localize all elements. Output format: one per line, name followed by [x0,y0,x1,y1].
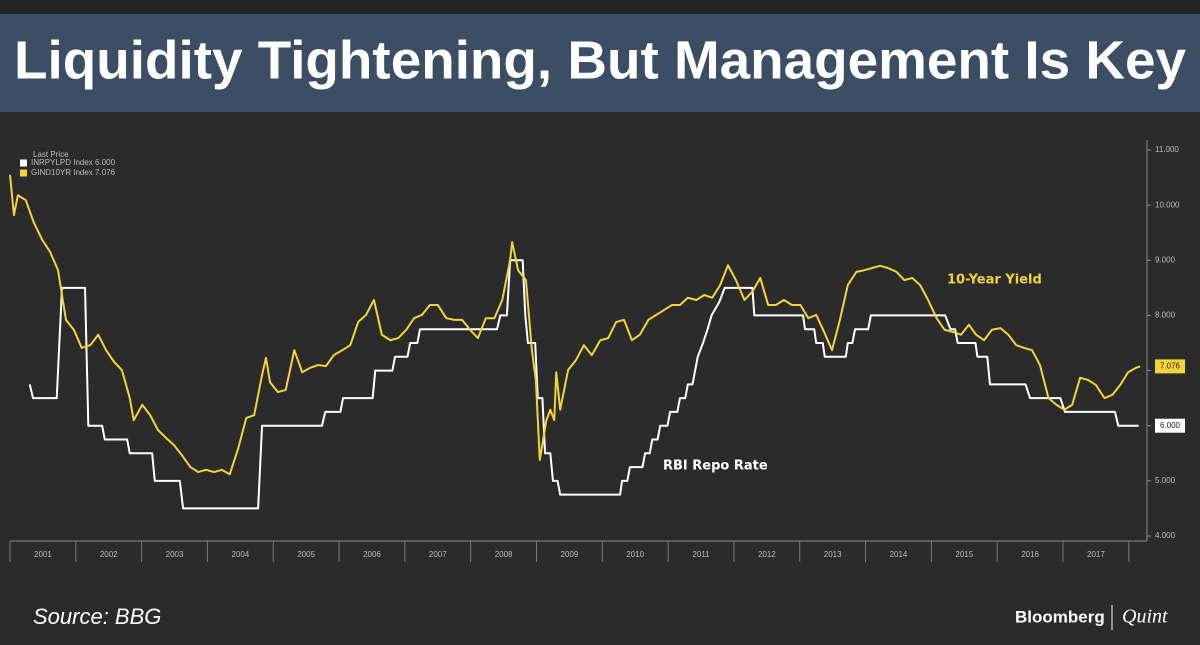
annotation: 10-Year Yield [947,273,1042,288]
legend-label: GIND10YR Index 7.076 [31,168,116,177]
x-tick-label: 2006 [363,550,381,559]
brand: Bloomberg [1015,607,1105,626]
chart-title: Liquidity Tightening, But Management Is … [14,30,1186,90]
x-tick-label: 2012 [758,550,776,559]
x-tick-label: 2009 [561,550,579,559]
brand: Quint [1122,606,1168,628]
x-tick-label: 2011 [692,550,710,559]
annotation: RBI Repo Rate [663,459,768,474]
end-value-badge [1155,359,1185,374]
end-value-label: 7.076 [1160,361,1181,370]
end-value-label: 6.000 [1160,421,1181,430]
series-line [28,259,1139,510]
x-tick-label: 2004 [231,550,249,559]
legend-swatch [20,159,27,167]
y-tick-label: 9.000 [1155,255,1176,264]
series-line [9,174,1141,476]
x-tick-label: 2013 [824,550,842,559]
top-strip [0,0,1200,14]
y-tick-label: 11.000 [1155,145,1179,154]
y-tick-label: 4.000 [1155,531,1176,540]
legend-title: Last Price [33,150,69,159]
x-tick-label: 2014 [890,550,908,559]
x-tick-label: 2017 [1087,550,1105,559]
x-tick-label: 2016 [1021,550,1039,559]
x-tick-label: 2015 [955,550,973,559]
y-tick-label: 8.000 [1155,311,1176,320]
y-tick-label: 5.000 [1155,476,1176,485]
title-banner [0,14,1200,112]
end-value-badge [1155,418,1185,433]
x-tick-label: 2005 [297,550,315,559]
legend-label: INRPYLPD Index 6.000 [31,158,116,167]
x-tick-label: 2008 [495,550,513,559]
x-tick-label: 2007 [429,550,447,559]
x-tick-label: 2002 [100,550,118,559]
legend-swatch [20,169,27,177]
x-tick-label: 2001 [34,550,52,559]
y-tick-label: 10.000 [1155,200,1180,209]
x-tick-label: 2010 [626,550,644,559]
x-tick-label: 2003 [166,550,184,559]
source: Source: BBG [33,604,161,629]
